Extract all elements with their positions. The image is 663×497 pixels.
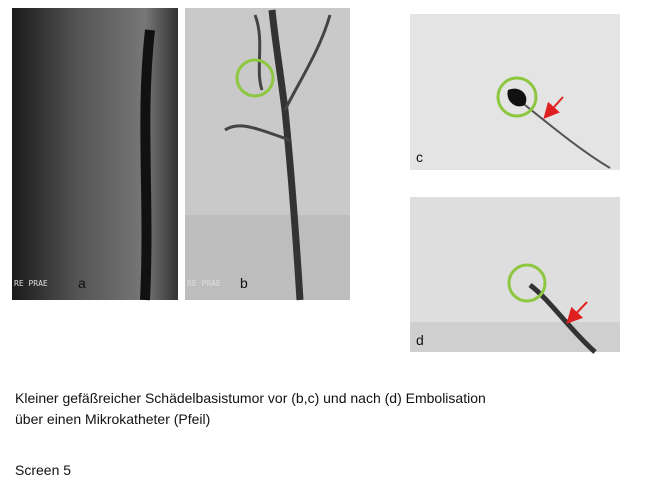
highlight-circle <box>235 58 275 98</box>
vessel <box>268 9 304 301</box>
overlay-text: RE PRAE <box>14 279 48 288</box>
footer: Screen 5 <box>15 462 72 478</box>
catheter <box>524 104 611 169</box>
arrow <box>543 96 564 119</box>
shade <box>185 215 350 300</box>
tumor-blush <box>507 88 527 107</box>
shade <box>410 322 620 352</box>
catheter <box>528 283 597 354</box>
arrow <box>566 301 588 324</box>
highlight-circle <box>496 76 538 118</box>
xray-a <box>12 8 178 300</box>
caption-line: Kleiner gefäßreicher Schädelbasistumor v… <box>15 390 486 406</box>
caption-line: über einen Mikrokatheter (Pfeil) <box>15 411 211 427</box>
panel-label: d <box>416 332 424 348</box>
panel-label: b <box>240 275 248 291</box>
overlay-text: RE PRAE <box>187 279 221 288</box>
panel-label: c <box>416 149 423 165</box>
panel-label: a <box>78 275 86 291</box>
vessel <box>224 14 332 142</box>
vessel <box>140 29 155 301</box>
highlight-circle <box>507 263 547 303</box>
